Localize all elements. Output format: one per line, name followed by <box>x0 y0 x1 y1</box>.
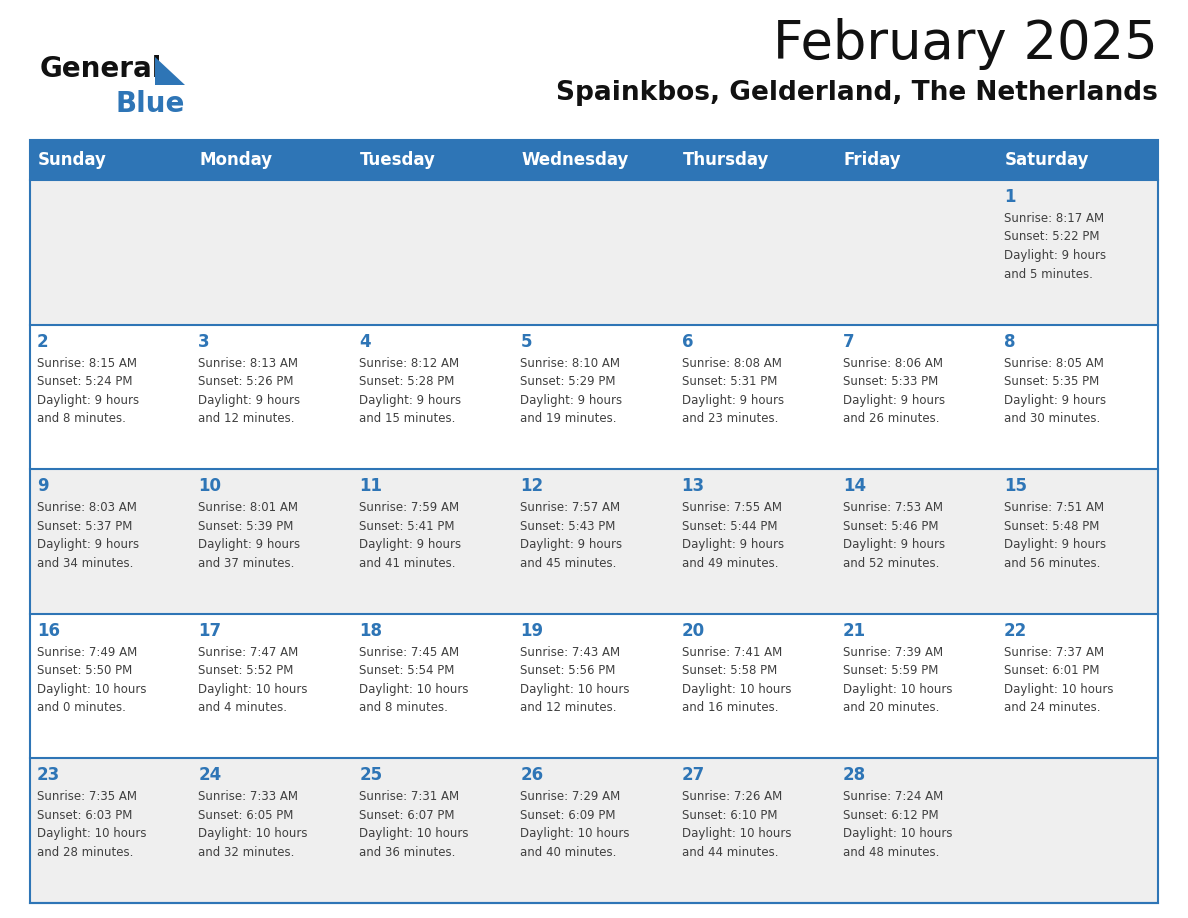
Text: Sunrise: 8:17 AM
Sunset: 5:22 PM
Daylight: 9 hours
and 5 minutes.: Sunrise: 8:17 AM Sunset: 5:22 PM Dayligh… <box>1004 212 1106 281</box>
Text: Sunrise: 7:37 AM
Sunset: 6:01 PM
Daylight: 10 hours
and 24 minutes.: Sunrise: 7:37 AM Sunset: 6:01 PM Dayligh… <box>1004 645 1113 714</box>
Text: 19: 19 <box>520 621 544 640</box>
Text: Sunrise: 8:03 AM
Sunset: 5:37 PM
Daylight: 9 hours
and 34 minutes.: Sunrise: 8:03 AM Sunset: 5:37 PM Dayligh… <box>37 501 139 570</box>
Text: Sunrise: 8:13 AM
Sunset: 5:26 PM
Daylight: 9 hours
and 12 minutes.: Sunrise: 8:13 AM Sunset: 5:26 PM Dayligh… <box>198 356 301 425</box>
Text: Thursday: Thursday <box>683 151 769 169</box>
Text: 4: 4 <box>359 332 371 351</box>
Text: 6: 6 <box>682 332 693 351</box>
Text: Sunrise: 7:47 AM
Sunset: 5:52 PM
Daylight: 10 hours
and 4 minutes.: Sunrise: 7:47 AM Sunset: 5:52 PM Dayligh… <box>198 645 308 714</box>
Text: Sunrise: 7:49 AM
Sunset: 5:50 PM
Daylight: 10 hours
and 0 minutes.: Sunrise: 7:49 AM Sunset: 5:50 PM Dayligh… <box>37 645 146 714</box>
Text: Sunrise: 8:06 AM
Sunset: 5:33 PM
Daylight: 9 hours
and 26 minutes.: Sunrise: 8:06 AM Sunset: 5:33 PM Dayligh… <box>842 356 944 425</box>
Text: Sunrise: 7:41 AM
Sunset: 5:58 PM
Daylight: 10 hours
and 16 minutes.: Sunrise: 7:41 AM Sunset: 5:58 PM Dayligh… <box>682 645 791 714</box>
Text: Sunrise: 7:24 AM
Sunset: 6:12 PM
Daylight: 10 hours
and 48 minutes.: Sunrise: 7:24 AM Sunset: 6:12 PM Dayligh… <box>842 790 953 859</box>
Text: 24: 24 <box>198 767 221 784</box>
Text: Sunrise: 8:05 AM
Sunset: 5:35 PM
Daylight: 9 hours
and 30 minutes.: Sunrise: 8:05 AM Sunset: 5:35 PM Dayligh… <box>1004 356 1106 425</box>
Bar <box>30 758 1158 903</box>
Text: 20: 20 <box>682 621 704 640</box>
Text: 18: 18 <box>359 621 383 640</box>
Text: 12: 12 <box>520 477 544 495</box>
Text: 14: 14 <box>842 477 866 495</box>
Text: Tuesday: Tuesday <box>360 151 436 169</box>
Text: 26: 26 <box>520 767 544 784</box>
Text: 8: 8 <box>1004 332 1016 351</box>
Text: Sunrise: 7:55 AM
Sunset: 5:44 PM
Daylight: 9 hours
and 49 minutes.: Sunrise: 7:55 AM Sunset: 5:44 PM Dayligh… <box>682 501 784 570</box>
Text: 15: 15 <box>1004 477 1026 495</box>
Bar <box>30 140 1158 903</box>
Text: Sunday: Sunday <box>38 151 107 169</box>
Text: Blue: Blue <box>115 90 184 118</box>
Polygon shape <box>154 57 185 85</box>
Bar <box>30 469 1158 614</box>
Text: Sunrise: 7:45 AM
Sunset: 5:54 PM
Daylight: 10 hours
and 8 minutes.: Sunrise: 7:45 AM Sunset: 5:54 PM Dayligh… <box>359 645 469 714</box>
Bar <box>30 180 1158 325</box>
Text: 22: 22 <box>1004 621 1028 640</box>
Text: 23: 23 <box>37 767 61 784</box>
Text: 1: 1 <box>1004 188 1016 206</box>
Text: Sunrise: 7:31 AM
Sunset: 6:07 PM
Daylight: 10 hours
and 36 minutes.: Sunrise: 7:31 AM Sunset: 6:07 PM Dayligh… <box>359 790 469 859</box>
Text: Sunrise: 8:12 AM
Sunset: 5:28 PM
Daylight: 9 hours
and 15 minutes.: Sunrise: 8:12 AM Sunset: 5:28 PM Dayligh… <box>359 356 461 425</box>
Text: Sunrise: 7:33 AM
Sunset: 6:05 PM
Daylight: 10 hours
and 32 minutes.: Sunrise: 7:33 AM Sunset: 6:05 PM Dayligh… <box>198 790 308 859</box>
Text: Sunrise: 7:57 AM
Sunset: 5:43 PM
Daylight: 9 hours
and 45 minutes.: Sunrise: 7:57 AM Sunset: 5:43 PM Dayligh… <box>520 501 623 570</box>
Text: Spainkbos, Gelderland, The Netherlands: Spainkbos, Gelderland, The Netherlands <box>556 80 1158 106</box>
Bar <box>30 614 1158 758</box>
Text: Sunrise: 8:08 AM
Sunset: 5:31 PM
Daylight: 9 hours
and 23 minutes.: Sunrise: 8:08 AM Sunset: 5:31 PM Dayligh… <box>682 356 784 425</box>
Text: Sunrise: 7:51 AM
Sunset: 5:48 PM
Daylight: 9 hours
and 56 minutes.: Sunrise: 7:51 AM Sunset: 5:48 PM Dayligh… <box>1004 501 1106 570</box>
Text: 17: 17 <box>198 621 221 640</box>
Text: 16: 16 <box>37 621 61 640</box>
Text: Wednesday: Wednesday <box>522 151 628 169</box>
Text: 13: 13 <box>682 477 704 495</box>
Text: 25: 25 <box>359 767 383 784</box>
Text: 3: 3 <box>198 332 210 351</box>
Text: Sunrise: 7:39 AM
Sunset: 5:59 PM
Daylight: 10 hours
and 20 minutes.: Sunrise: 7:39 AM Sunset: 5:59 PM Dayligh… <box>842 645 953 714</box>
Text: Sunrise: 7:29 AM
Sunset: 6:09 PM
Daylight: 10 hours
and 40 minutes.: Sunrise: 7:29 AM Sunset: 6:09 PM Dayligh… <box>520 790 630 859</box>
Bar <box>30 325 1158 469</box>
Text: 11: 11 <box>359 477 383 495</box>
Text: Sunrise: 7:59 AM
Sunset: 5:41 PM
Daylight: 9 hours
and 41 minutes.: Sunrise: 7:59 AM Sunset: 5:41 PM Dayligh… <box>359 501 461 570</box>
Text: Sunrise: 7:35 AM
Sunset: 6:03 PM
Daylight: 10 hours
and 28 minutes.: Sunrise: 7:35 AM Sunset: 6:03 PM Dayligh… <box>37 790 146 859</box>
Text: Saturday: Saturday <box>1005 151 1089 169</box>
Text: February 2025: February 2025 <box>773 18 1158 70</box>
Text: 7: 7 <box>842 332 854 351</box>
Text: Friday: Friday <box>843 151 902 169</box>
Text: 2: 2 <box>37 332 49 351</box>
Text: 28: 28 <box>842 767 866 784</box>
Text: 5: 5 <box>520 332 532 351</box>
Text: Sunrise: 8:10 AM
Sunset: 5:29 PM
Daylight: 9 hours
and 19 minutes.: Sunrise: 8:10 AM Sunset: 5:29 PM Dayligh… <box>520 356 623 425</box>
Text: Monday: Monday <box>200 151 272 169</box>
Text: Sunrise: 7:26 AM
Sunset: 6:10 PM
Daylight: 10 hours
and 44 minutes.: Sunrise: 7:26 AM Sunset: 6:10 PM Dayligh… <box>682 790 791 859</box>
Text: 9: 9 <box>37 477 49 495</box>
Text: Sunrise: 7:53 AM
Sunset: 5:46 PM
Daylight: 9 hours
and 52 minutes.: Sunrise: 7:53 AM Sunset: 5:46 PM Dayligh… <box>842 501 944 570</box>
Text: Sunrise: 7:43 AM
Sunset: 5:56 PM
Daylight: 10 hours
and 12 minutes.: Sunrise: 7:43 AM Sunset: 5:56 PM Dayligh… <box>520 645 630 714</box>
Text: General: General <box>40 55 163 83</box>
Text: Sunrise: 8:01 AM
Sunset: 5:39 PM
Daylight: 9 hours
and 37 minutes.: Sunrise: 8:01 AM Sunset: 5:39 PM Dayligh… <box>198 501 301 570</box>
Bar <box>30 140 1158 180</box>
Text: Sunrise: 8:15 AM
Sunset: 5:24 PM
Daylight: 9 hours
and 8 minutes.: Sunrise: 8:15 AM Sunset: 5:24 PM Dayligh… <box>37 356 139 425</box>
Text: 27: 27 <box>682 767 704 784</box>
Text: 10: 10 <box>198 477 221 495</box>
Text: 21: 21 <box>842 621 866 640</box>
